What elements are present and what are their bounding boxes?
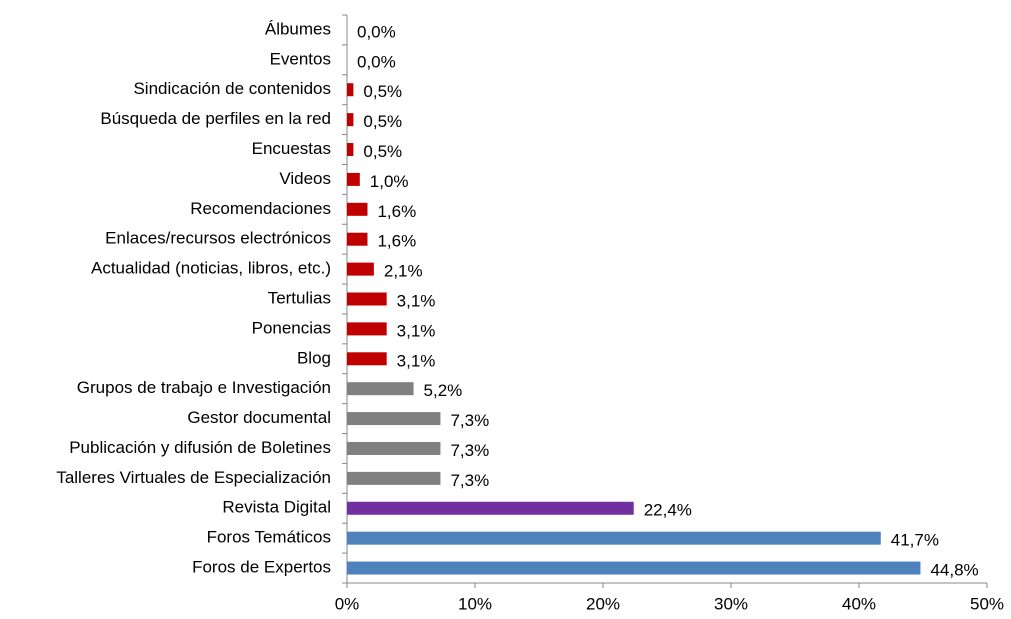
bar — [347, 322, 387, 336]
value-label: 0,5% — [363, 112, 402, 131]
x-tick-label: 50% — [970, 594, 1004, 613]
y-tick-label: Recomendaciones — [190, 199, 331, 218]
bar — [347, 172, 360, 186]
value-label: 22,4% — [644, 501, 692, 520]
value-label: 1,6% — [377, 232, 416, 251]
value-label: 7,3% — [450, 411, 489, 430]
value-label: 1,6% — [377, 202, 416, 221]
y-tick-label: Foros Temáticos — [207, 528, 331, 547]
value-label: 3,1% — [397, 351, 436, 370]
value-label: 0,5% — [363, 142, 402, 161]
value-label: 41,7% — [891, 531, 939, 550]
y-tick-label: Encuestas — [252, 139, 331, 158]
value-label: 2,1% — [384, 262, 423, 281]
x-tick-label: 10% — [458, 594, 492, 613]
x-tick-label: 0% — [335, 594, 360, 613]
bar — [347, 113, 354, 127]
y-tick-label: Álbumes — [265, 19, 331, 38]
bar — [347, 441, 441, 455]
x-tick-label: 40% — [842, 594, 876, 613]
y-tick-label: Búsqueda de perfiles en la red — [100, 109, 331, 128]
y-tick-label: Blog — [297, 348, 331, 367]
y-tick-label: Videos — [279, 169, 331, 188]
value-label: 3,1% — [397, 321, 436, 340]
value-label: 7,3% — [450, 471, 489, 490]
y-tick-label: Actualidad (noticias, libros, etc.) — [91, 259, 331, 278]
bar — [347, 531, 881, 545]
value-label: 0,0% — [357, 22, 396, 41]
bar — [347, 561, 921, 575]
bar — [347, 262, 374, 276]
value-label: 44,8% — [930, 561, 978, 580]
bar — [347, 292, 387, 306]
x-tick-label: 30% — [714, 594, 748, 613]
y-tick-label: Ponencias — [252, 318, 331, 337]
bar — [347, 202, 368, 216]
value-label: 0,5% — [363, 82, 402, 101]
value-label: 0,0% — [357, 52, 396, 71]
y-tick-label: Foros de Expertos — [192, 558, 331, 577]
y-tick-label: Gestor documental — [187, 408, 331, 427]
y-tick-label: Revista Digital — [222, 498, 331, 517]
x-tick-label: 20% — [586, 594, 620, 613]
y-tick-label: Publicación y difusión de Boletines — [69, 438, 331, 457]
bar — [347, 232, 368, 246]
bar — [347, 83, 354, 97]
bar — [347, 501, 634, 515]
y-tick-label: Sindicación de contenidos — [133, 79, 331, 98]
bar — [347, 352, 387, 366]
bar — [347, 382, 414, 396]
value-label: 7,3% — [450, 441, 489, 460]
y-tick-label: Grupos de trabajo e Investigación — [77, 378, 331, 397]
bar — [347, 471, 441, 485]
y-tick-label: Eventos — [270, 49, 331, 68]
value-label: 3,1% — [397, 291, 436, 310]
value-label: 5,2% — [424, 381, 463, 400]
bar — [347, 412, 441, 426]
bar — [347, 143, 354, 157]
y-tick-label: Enlaces/recursos electrónicos — [105, 229, 331, 248]
value-label: 1,0% — [370, 172, 409, 191]
y-tick-label: Talleres Virtuales de Especialización — [56, 468, 331, 487]
y-tick-label: Tertulias — [268, 288, 331, 307]
